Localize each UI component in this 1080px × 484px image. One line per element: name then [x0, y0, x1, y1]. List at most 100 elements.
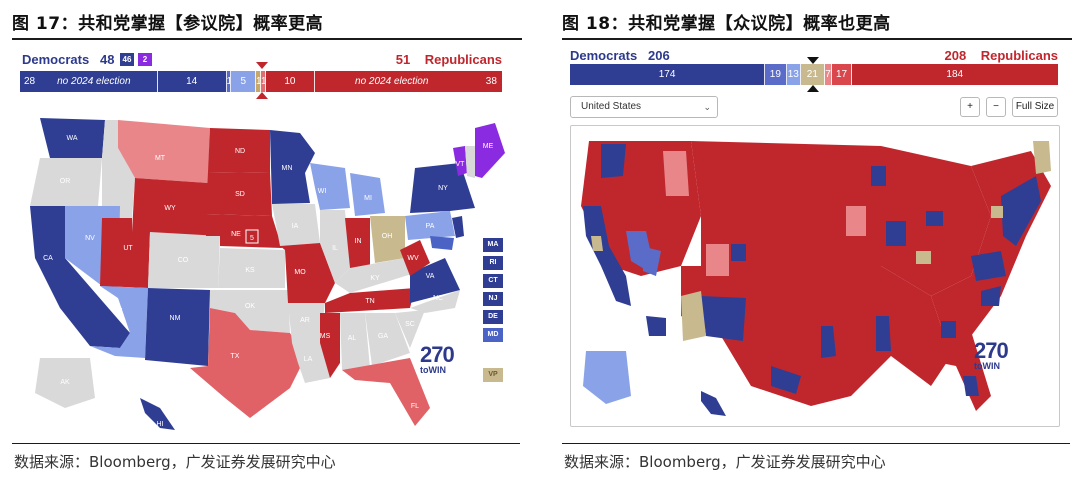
state-va: [410, 258, 460, 303]
state-ar: [288, 303, 325, 343]
majority-marker-bottom-icon: [256, 92, 268, 99]
district-shapes: [581, 141, 1051, 416]
district-va-md: [971, 251, 1006, 281]
district-wa-dem: [601, 144, 626, 178]
district-ca-dem: [583, 206, 631, 306]
bar-segment[interactable]: 184: [851, 64, 1058, 85]
svg-text:SD: SD: [235, 191, 245, 198]
state-il: [320, 210, 350, 283]
legend-box-de[interactable]: DE: [483, 310, 503, 324]
bar-segment[interactable]: 5: [231, 71, 257, 92]
district-oh-tossup: [916, 251, 931, 264]
state-ak: [35, 358, 95, 408]
segment-count: 28: [24, 76, 36, 87]
legend-box-ri[interactable]: RI: [483, 256, 503, 270]
state-ms: [320, 313, 340, 378]
legend-box-ma[interactable]: MA: [483, 238, 503, 252]
house-map-frame[interactable]: [570, 125, 1060, 427]
svg-text:WI: WI: [318, 188, 327, 195]
bar-segment[interactable]: 1: [226, 71, 232, 92]
senate-map[interactable]: WA OR CA NV AZ MT WY UT CO NM ND SD NE 5…: [20, 108, 520, 438]
svg-text:CO: CO: [178, 257, 189, 264]
state-ut: [100, 218, 150, 288]
270-to-win-logo: 270 toWIN: [974, 338, 1009, 371]
bar-segment[interactable]: 174: [570, 64, 766, 85]
district-ak: [583, 351, 631, 404]
district-me-tossup: [1033, 141, 1051, 174]
district-ca-tossup: [591, 236, 603, 251]
state-co: [148, 232, 220, 288]
state-la: [292, 343, 330, 383]
democrats-label: Democrats 206: [570, 48, 670, 63]
bar-segment[interactable]: 17: [832, 64, 852, 85]
svg-text:NM: NM: [170, 315, 181, 322]
svg-text:ND: ND: [235, 148, 245, 155]
district-ne-corridor: [1001, 176, 1041, 246]
bar-segment[interactable]: 14: [157, 71, 227, 92]
state-nm: [145, 288, 210, 366]
house-seat-bar[interactable]: 174 19 13 21 7 17 184: [570, 64, 1058, 85]
legend-box-ct[interactable]: CT: [483, 274, 503, 288]
state-nd: [208, 128, 270, 173]
state-md: [430, 236, 454, 250]
svg-text:IA: IA: [292, 223, 299, 230]
republicans-label: 208 Republicans: [944, 48, 1058, 63]
legend-box-vp[interactable]: VP: [483, 368, 503, 382]
svg-text:OK: OK: [245, 303, 255, 310]
district-region-south: [681, 266, 951, 406]
legend-box-nj[interactable]: NJ: [483, 292, 503, 306]
figure-title: 图 18：共和党掌握【众议院】概率也更高: [562, 14, 891, 34]
state-in: [345, 218, 370, 268]
zoom-out-button[interactable]: −: [986, 97, 1006, 117]
democrats-label: Democrats 48: [22, 52, 115, 67]
region-select[interactable]: United States ⌄: [570, 96, 718, 118]
svg-text:WY: WY: [164, 205, 176, 212]
bar-segment[interactable]: 38 no 2024 election: [315, 71, 502, 92]
state-sd: [206, 172, 272, 216]
svg-text:MT: MT: [155, 155, 166, 162]
state-vt: [453, 146, 467, 176]
svg-text:FL: FL: [411, 403, 419, 410]
district-il-dem: [886, 221, 906, 246]
state-ia: [272, 204, 320, 246]
district-tx-border: [771, 366, 801, 394]
bar-segment[interactable]: 10: [265, 71, 316, 92]
state-hi: [140, 398, 175, 430]
bar-segment[interactable]: 7: [824, 64, 833, 85]
svg-text:UT: UT: [123, 245, 133, 252]
svg-text:MS: MS: [320, 333, 331, 340]
source-divider: [12, 443, 520, 444]
democrats-total: 206: [648, 48, 670, 63]
svg-text:OR: OR: [60, 178, 71, 185]
state-ga: [365, 313, 410, 366]
state-ks: [218, 248, 285, 288]
district-mn-dem: [871, 166, 886, 186]
district-nm-dem: [701, 296, 746, 341]
legend-box-md[interactable]: MD: [483, 328, 503, 342]
bar-segment[interactable]: 13: [786, 64, 802, 85]
full-size-button[interactable]: Full Size: [1012, 97, 1058, 117]
svg-text:AK: AK: [60, 379, 70, 386]
bar-segment[interactable]: 21: [801, 64, 825, 85]
state-sc: [395, 310, 425, 348]
bar-segment[interactable]: 1: [260, 71, 266, 92]
district-mi-dem: [926, 211, 943, 226]
republicans-total: 51: [395, 52, 411, 67]
bar-segment[interactable]: 1: [256, 71, 261, 92]
district-fl-dem: [963, 376, 979, 396]
state-nj: [452, 216, 464, 238]
majority-marker-icon: [807, 57, 819, 64]
title-divider: [562, 38, 1072, 40]
state-pa: [405, 211, 455, 240]
svg-text:NV: NV: [85, 235, 95, 242]
segment-note: no 2024 election: [57, 76, 131, 87]
title-divider: [12, 38, 522, 40]
svg-text:WA: WA: [66, 135, 77, 142]
district-ga-dem: [941, 321, 956, 338]
figure-title: 图 17：共和党掌握【参议院】概率更高: [12, 14, 324, 34]
zoom-in-button[interactable]: +: [960, 97, 980, 117]
bar-segment[interactable]: 28 no 2024 election: [20, 71, 158, 92]
svg-text:LA: LA: [304, 356, 313, 363]
bar-segment[interactable]: 19: [765, 64, 787, 85]
